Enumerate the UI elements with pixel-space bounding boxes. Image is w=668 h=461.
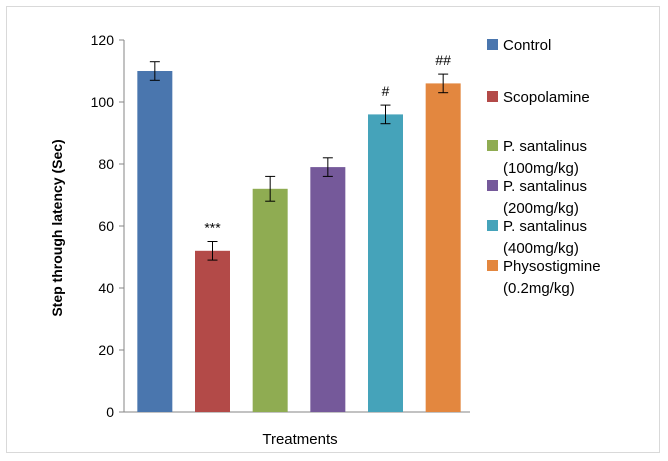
significance-label: ## xyxy=(435,52,451,68)
legend-label: P. santalinus xyxy=(503,218,587,235)
bar xyxy=(195,250,230,412)
y-tick-label: 0 xyxy=(106,404,114,420)
bars-group: ***### xyxy=(137,52,461,413)
legend-swatch xyxy=(487,39,498,50)
legend-label: Physostigmine xyxy=(503,258,601,275)
legend-swatch xyxy=(487,260,498,271)
legend-swatch xyxy=(487,180,498,191)
legend-label: (100mg/kg) xyxy=(503,160,579,177)
y-tick-label: 20 xyxy=(98,342,114,358)
legend-label: P. santalinus xyxy=(503,178,587,195)
y-tick-label: 120 xyxy=(91,32,115,48)
bar xyxy=(137,71,173,412)
y-axis-title: Step through latency (Sec) xyxy=(49,139,65,316)
legend-label: Scopolamine xyxy=(503,89,590,106)
y-tick-label: 60 xyxy=(98,218,114,234)
legend-label: P. santalinus xyxy=(503,138,587,155)
bar xyxy=(368,114,403,413)
legend-label: (200mg/kg) xyxy=(503,200,579,217)
y-tick-label: 80 xyxy=(98,156,114,172)
y-tick-label: 40 xyxy=(98,280,114,296)
y-axis: 0 20 40 60 80 100 120 xyxy=(91,32,470,420)
legend-swatch xyxy=(487,220,498,231)
legend-swatch xyxy=(487,140,498,151)
legend-label: Control xyxy=(503,37,551,54)
significance-label: # xyxy=(382,83,390,99)
bar xyxy=(425,83,461,413)
legend-label: (400mg/kg) xyxy=(503,240,579,257)
legend-swatch xyxy=(487,91,498,102)
bar xyxy=(252,188,288,412)
legend-label: (0.2mg/kg) xyxy=(503,280,575,297)
y-tick-label: 100 xyxy=(91,94,115,110)
bar xyxy=(310,167,346,412)
x-axis-title: Treatments xyxy=(262,431,337,448)
significance-label: *** xyxy=(204,220,221,236)
